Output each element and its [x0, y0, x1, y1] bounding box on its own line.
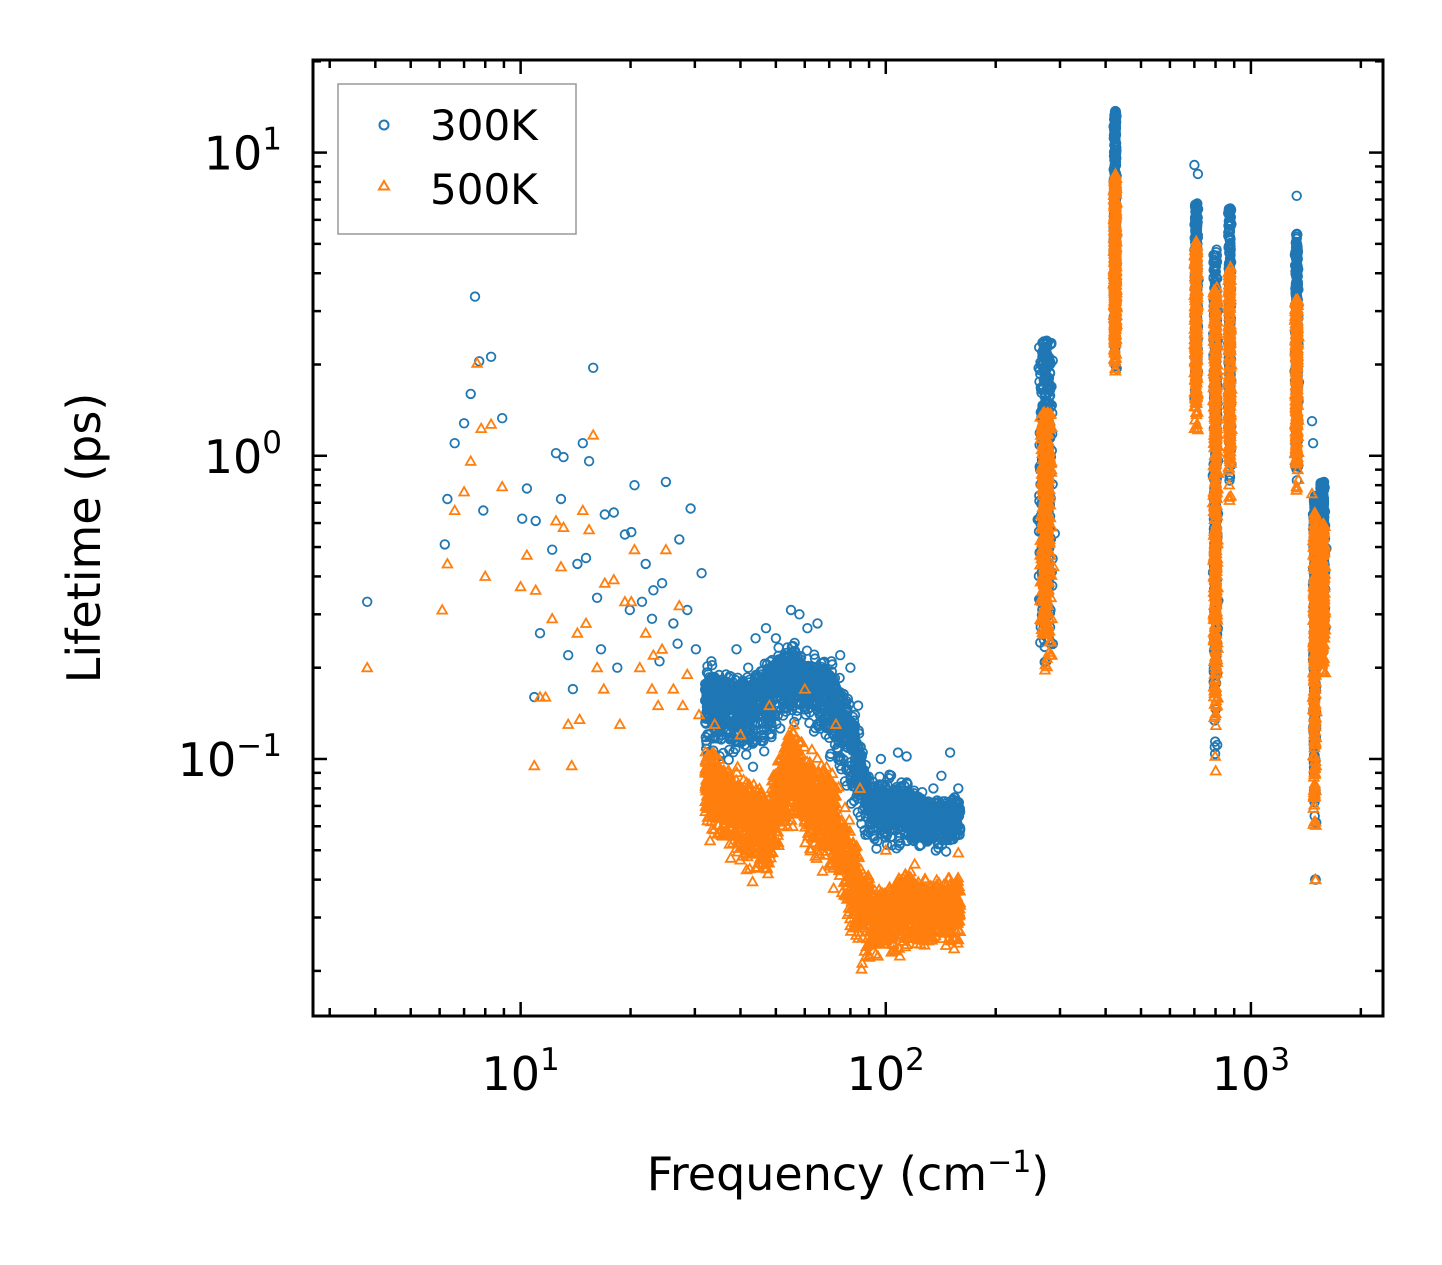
point-300K — [747, 761, 759, 773]
point-300K — [741, 749, 752, 760]
point-300K — [759, 746, 770, 757]
point-300K — [801, 645, 813, 656]
point-300K — [723, 754, 734, 766]
data-points — [360, 105, 1332, 974]
point-300K — [940, 846, 952, 857]
